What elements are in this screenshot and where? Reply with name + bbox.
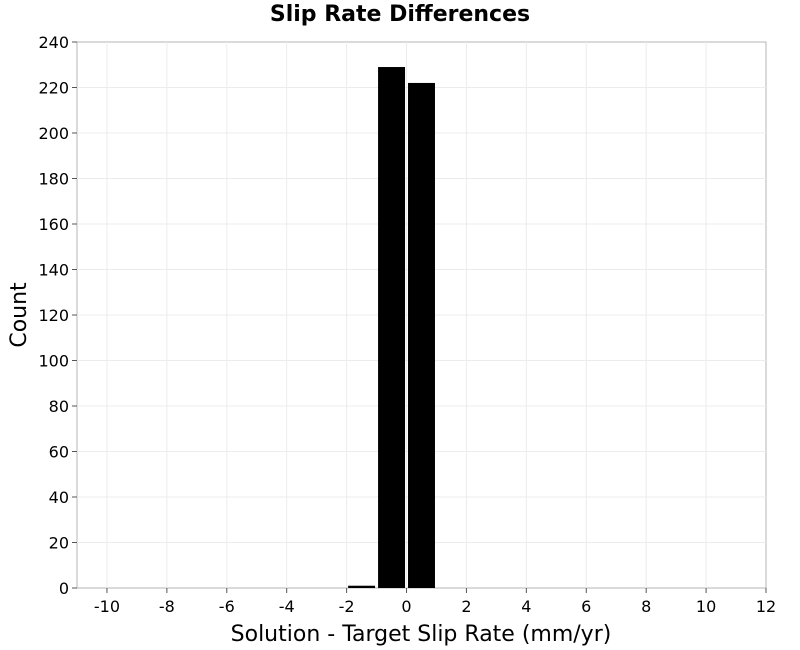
x-tick-label: 8 bbox=[641, 597, 651, 616]
y-tick-label: 140 bbox=[38, 261, 69, 280]
histogram-bar bbox=[378, 67, 406, 588]
x-axis-ticks: -10 -8 -6 -4 -2 0 2 4 6 8 10 12 bbox=[94, 588, 776, 616]
bars bbox=[348, 67, 435, 588]
x-tick-label: 2 bbox=[461, 597, 471, 616]
x-tick-label: -6 bbox=[219, 597, 235, 616]
y-tick-label: 60 bbox=[49, 443, 69, 462]
x-tick-label: -8 bbox=[159, 597, 175, 616]
y-tick-label: 180 bbox=[38, 170, 69, 189]
y-tick-label: 160 bbox=[38, 215, 69, 234]
y-tick-label: 100 bbox=[38, 352, 69, 371]
x-tick-label: -2 bbox=[339, 597, 355, 616]
y-tick-label: 200 bbox=[38, 124, 69, 143]
histogram-bar bbox=[408, 82, 435, 588]
y-tick-label: 40 bbox=[49, 488, 69, 507]
x-tick-label: 12 bbox=[756, 597, 776, 616]
histogram-bar bbox=[348, 585, 376, 588]
y-tick-label: 80 bbox=[49, 397, 69, 416]
y-tick-label: 20 bbox=[49, 534, 69, 553]
y-tick-label: 240 bbox=[38, 33, 69, 52]
y-tick-label: 120 bbox=[38, 306, 69, 325]
chart-title: Slip Rate Differences bbox=[269, 2, 531, 27]
y-axis-label: Count bbox=[7, 282, 32, 348]
x-tick-label: 0 bbox=[401, 597, 411, 616]
y-tick-label: 0 bbox=[59, 579, 69, 598]
x-axis-label: Solution - Target Slip Rate (mm/yr) bbox=[231, 622, 612, 647]
y-tick-label: 220 bbox=[38, 79, 69, 98]
x-tick-label: -4 bbox=[279, 597, 295, 616]
x-tick-label: 10 bbox=[696, 597, 716, 616]
y-axis-ticks: 0 20 40 60 80 100 120 140 160 180 200 220 240 bbox=[38, 33, 77, 598]
x-tick-label: -10 bbox=[94, 597, 120, 616]
x-tick-label: 6 bbox=[581, 597, 591, 616]
x-tick-label: 4 bbox=[521, 597, 531, 616]
